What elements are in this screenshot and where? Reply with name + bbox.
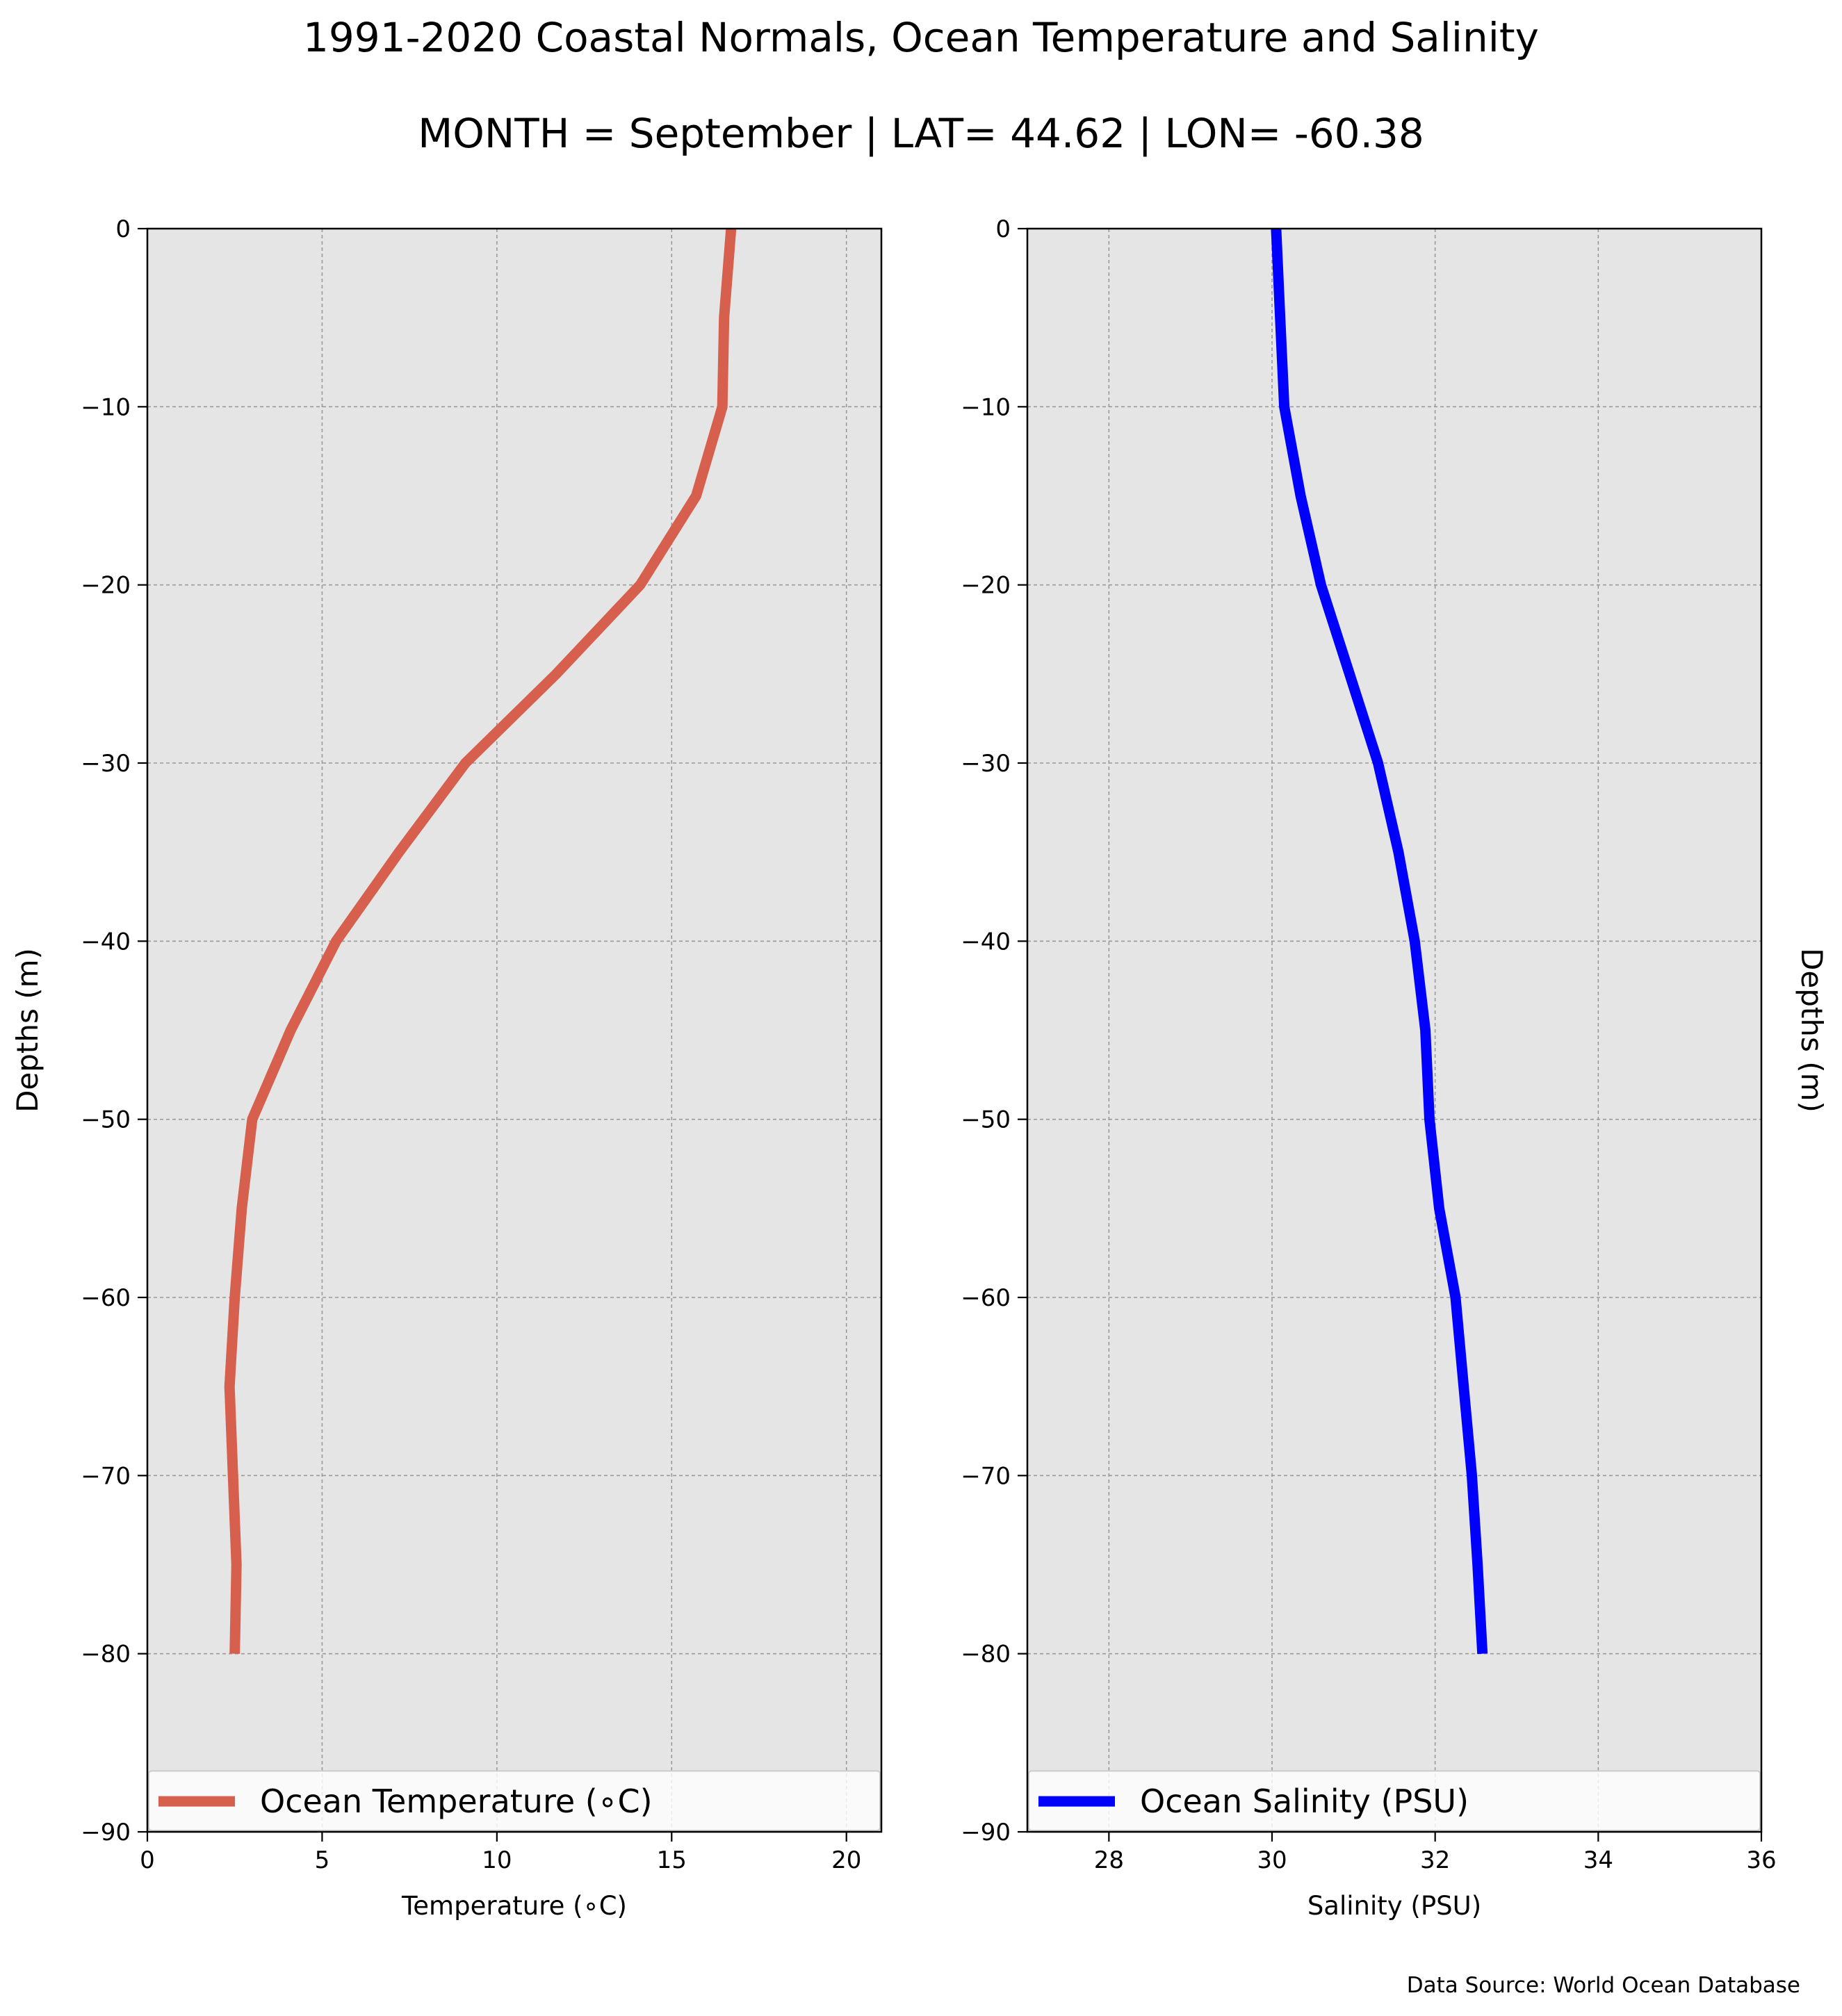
y-tick-label: −10 [961,393,1011,421]
y-tick-label: −80 [81,1641,131,1669]
temperature-panel: Ocean Temperature (∘C) 0 5 10 15 20 0 −10 −20 −30… [10,215,883,1921]
y-tick-label: −50 [961,1106,1011,1134]
x-tick-label: 5 [315,1846,330,1874]
legend-label: Ocean Salinity (PSU) [1140,1783,1469,1820]
y-tick-label: −70 [961,1462,1011,1490]
y-tick-label: −40 [961,928,1011,956]
chart-subtitle: MONTH = September | LAT= 44.62 | LON= -6… [418,110,1424,157]
y-axis-label: Depths (m) [10,948,44,1113]
x-axis-label: Temperature (∘C) [401,1891,627,1921]
plot-area [147,229,881,1832]
series-line [224,228,737,1654]
x-tick-label: 10 [482,1846,512,1874]
chart-title: 1991-2020 Coastal Normals, Ocean Tempera… [303,14,1539,61]
y-tick-label: −30 [961,750,1011,778]
y-tick-label: 0 [115,215,131,243]
y-tick-label: 0 [995,215,1011,243]
x-tick-label: 28 [1094,1846,1124,1874]
data-source-note: Data Source: World Ocean Database [1407,1973,1800,1998]
y-tick-label: −60 [961,1284,1011,1312]
y-tick-label: −10 [81,393,131,421]
y-tick-label: −40 [81,928,131,956]
y-tick-label: −30 [81,750,131,778]
axes-frame [146,227,883,1833]
legend-box [1028,1770,1761,1831]
salinity-panel: Ocean Salinity (PSU) 28 30 32 34 36 0 −10 −20 −30… [961,215,1829,1921]
x-tick-label: 36 [1746,1846,1776,1874]
y-tick-label: −60 [81,1284,131,1312]
series-line [1271,228,1488,1655]
y-tick-label: −70 [81,1462,131,1490]
y-tick-label: −20 [961,572,1011,600]
x-tick-label: 0 [140,1846,155,1874]
y-axis-label: Depths (m) [1795,948,1829,1113]
y-tick-label: −90 [961,1819,1011,1846]
x-tick-label: 15 [657,1846,687,1874]
y-tick-label: −20 [81,572,131,600]
plot-area [1027,229,1761,1832]
x-tick-label: 34 [1583,1846,1613,1874]
legend-box [148,1770,881,1831]
axes-frame [1026,227,1763,1833]
x-tick-label: 30 [1257,1846,1287,1874]
x-axis-label: Salinity (PSU) [1307,1891,1481,1921]
legend-label: Ocean Temperature (∘C) [260,1783,653,1820]
y-tick-label: −50 [81,1106,131,1134]
x-tick-label: 32 [1420,1846,1450,1874]
y-tick-label: −80 [961,1641,1011,1669]
y-tick-label: −90 [81,1819,131,1846]
x-tick-label: 20 [831,1846,861,1874]
